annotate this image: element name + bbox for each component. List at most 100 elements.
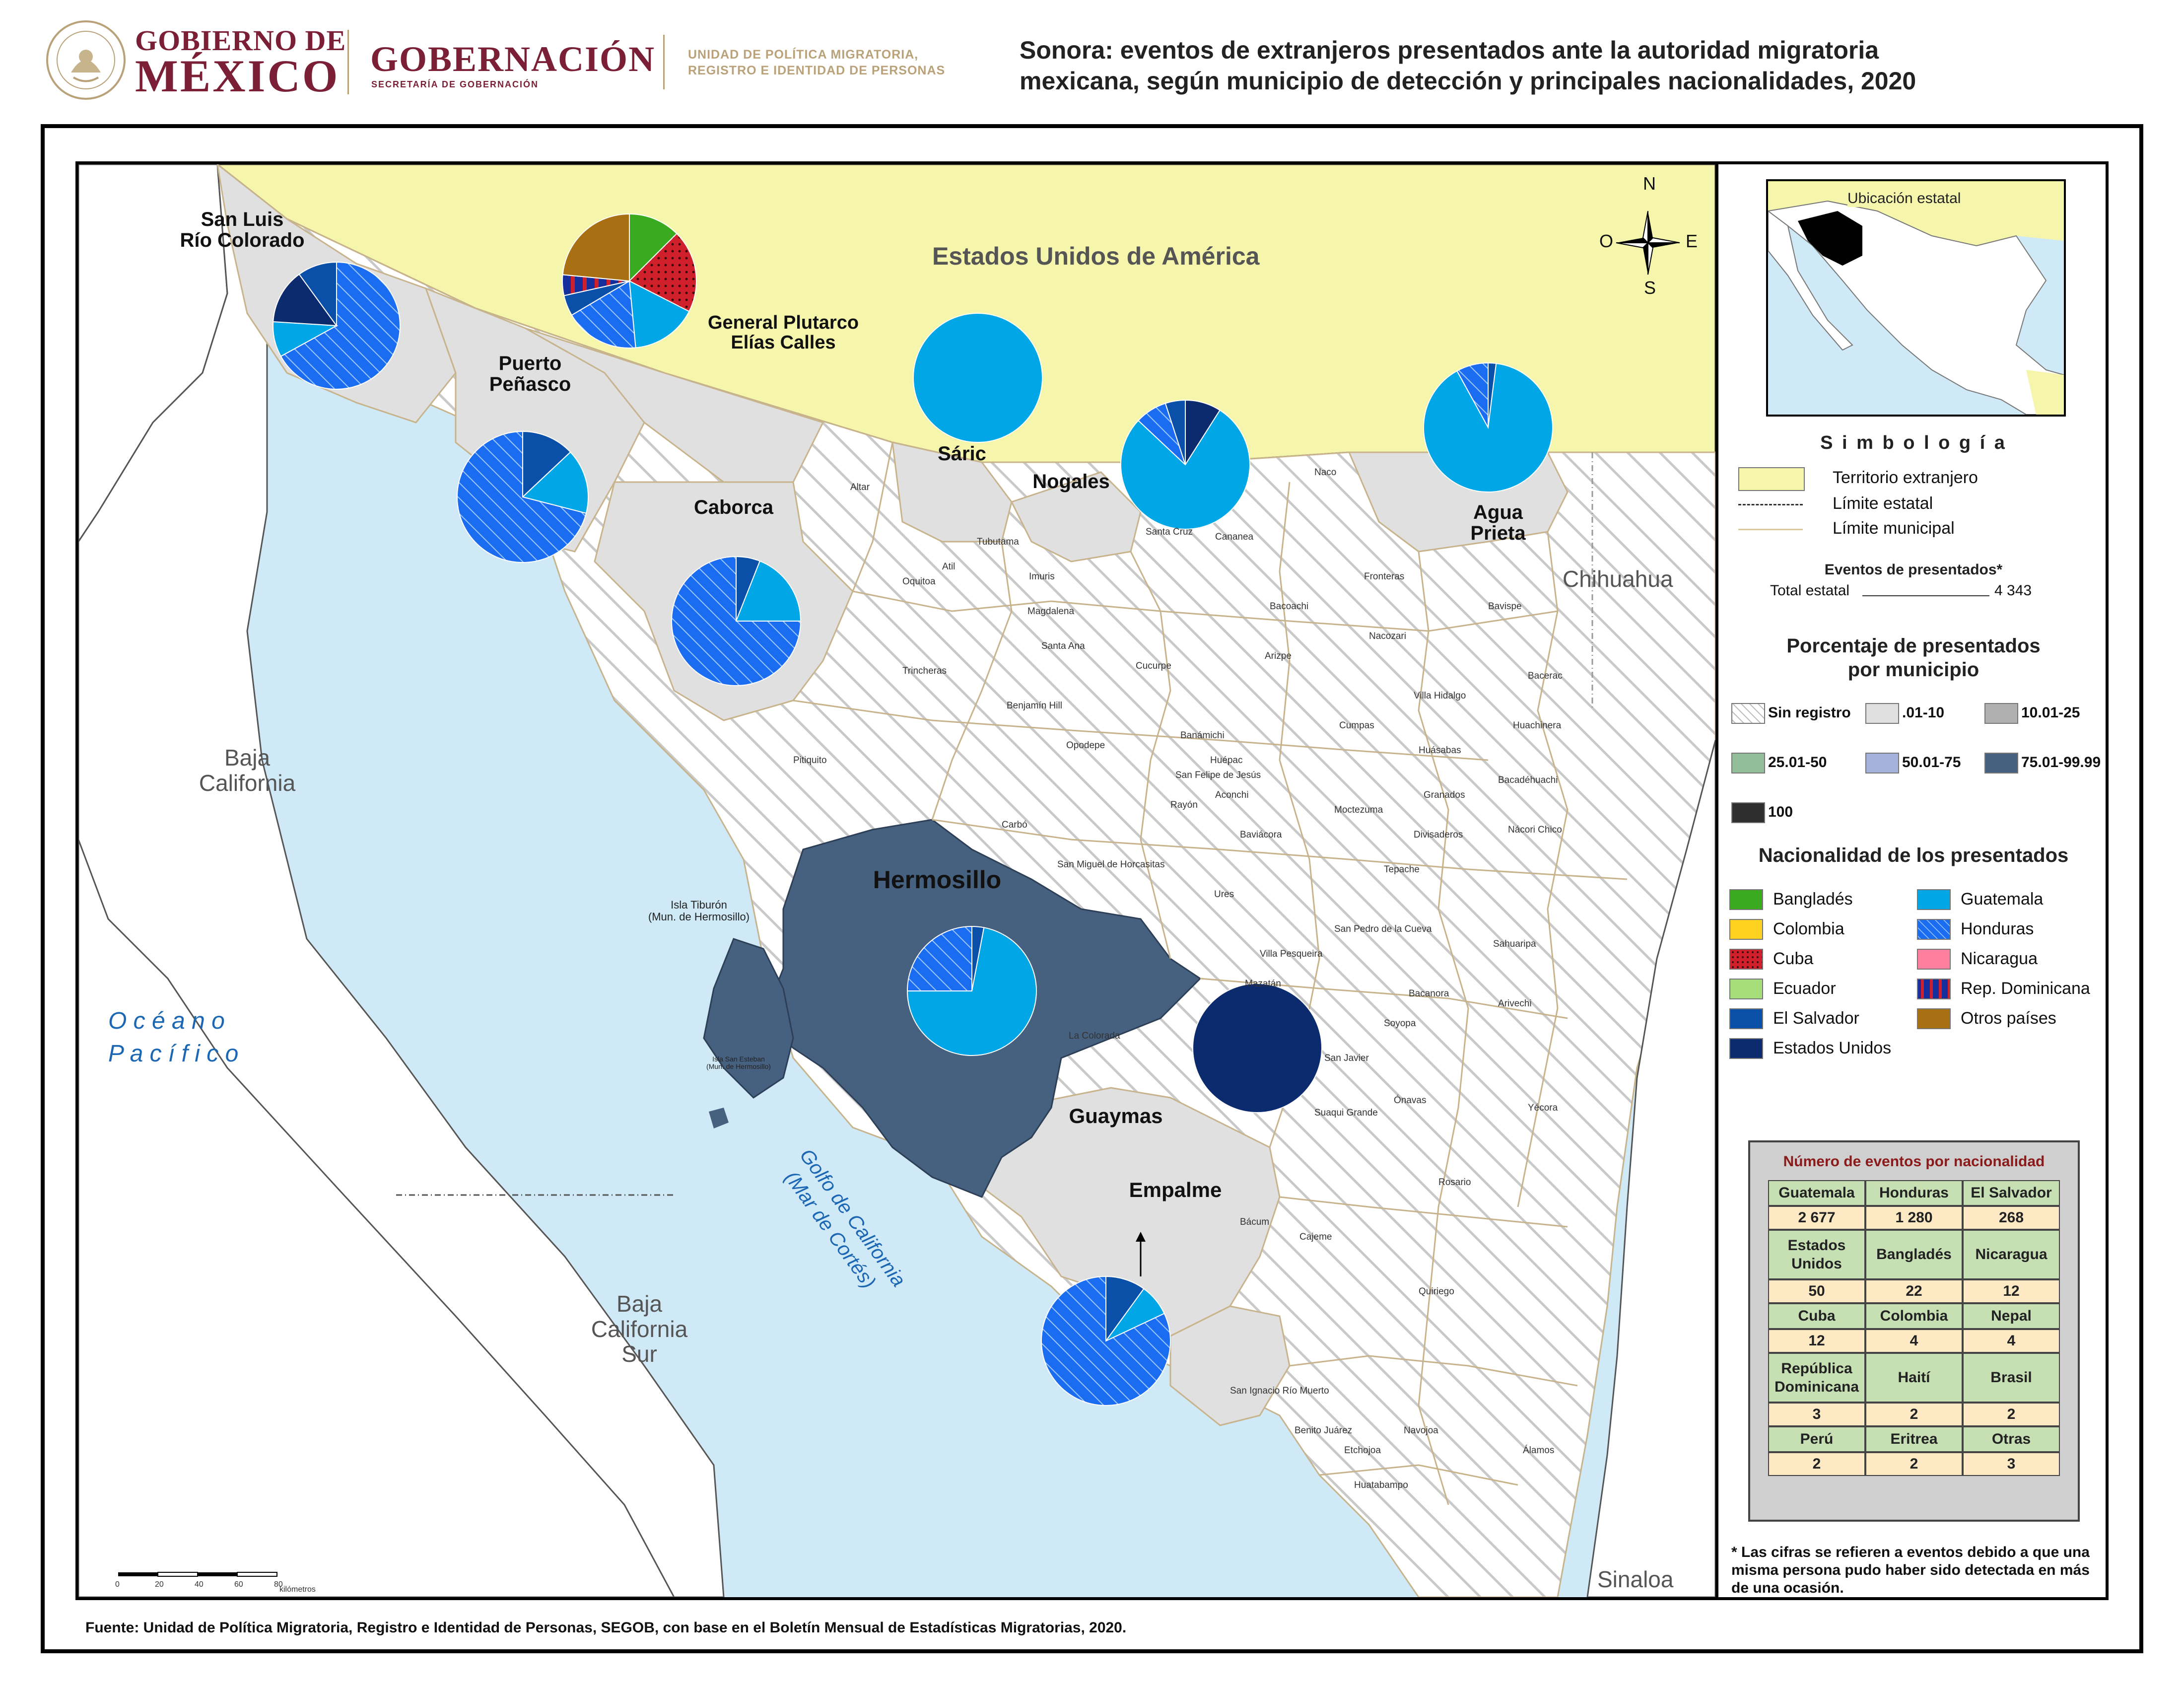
municipality-label: Yécora xyxy=(1528,1103,1558,1113)
inset-title: Ubicación estatal xyxy=(1847,190,1961,207)
header: GOBIERNO DE MÉXICO GOBERNACIÓN SECRETARÍ… xyxy=(0,0,2184,119)
municipality-label: Baviácora xyxy=(1240,830,1282,840)
table-nationality-cell: Honduras xyxy=(1865,1180,1963,1206)
gobierno-de-label: GOBIERNO DE xyxy=(135,24,346,57)
municipality-label: Granados xyxy=(1424,790,1465,800)
east-border xyxy=(1586,740,1715,1597)
municipality-label: San Javier xyxy=(1324,1053,1369,1063)
gobernacion-label: GOBERNACIÓN xyxy=(370,39,656,79)
swatch-limite-municipal xyxy=(1738,529,1803,530)
pct-swatch-3 xyxy=(1731,753,1765,774)
inset-map: Ubicación estatal xyxy=(1766,179,2066,417)
municipality-label: Suaqui Grande xyxy=(1314,1108,1378,1118)
table-value-cell: 268 xyxy=(1963,1206,2060,1230)
table-nationality-cell: Cuba xyxy=(1768,1303,1865,1329)
label-empalme: Empalme xyxy=(1129,1178,1222,1201)
pie-puerto-peñasco xyxy=(457,430,589,563)
total-leader-line xyxy=(1862,595,1989,596)
nat-label-guatemala: Guatemala xyxy=(1961,890,2044,909)
municipality-label: Banámichi xyxy=(1180,730,1225,741)
pct-swatch-4 xyxy=(1865,753,1899,774)
municipality-label: Moctezuma xyxy=(1334,805,1383,815)
footnote: * Las cifras se refieren a eventos debid… xyxy=(1731,1544,2090,1596)
coat-of-arms-seal xyxy=(46,20,126,100)
table-nationality-cell: Nicaragua xyxy=(1963,1230,2060,1279)
unidad-line-1: UNIDAD DE POLÍTICA MIGRATORIA, xyxy=(688,48,919,62)
nat-label-estados-unidos: Estados Unidos xyxy=(1773,1039,1892,1057)
municipality-label: San Pedro de la Cueva xyxy=(1334,924,1432,934)
header-divider xyxy=(347,30,349,94)
municipality-label: Divisaderos xyxy=(1414,830,1463,840)
pie-slice-guatemala xyxy=(906,927,1037,1056)
municipality-label: Carbó xyxy=(1002,820,1027,830)
table-nationality-cell: Perú xyxy=(1768,1426,1865,1452)
total-estatal-label: Total estatal xyxy=(1770,582,1850,599)
pie-slice-cuba xyxy=(628,233,697,312)
nat-swatch-el-salvador xyxy=(1729,1008,1763,1029)
map-title-line-2: mexicana, según municipio de detección y… xyxy=(1020,67,1916,95)
municipality-label: Álamos xyxy=(1523,1445,1555,1456)
pie-slice-guatemala xyxy=(1120,409,1250,530)
label-saric: Sáric xyxy=(938,443,986,465)
pie-slice-guatemala xyxy=(521,451,589,514)
pie-slice-honduras xyxy=(280,261,401,390)
pie-slice-honduras xyxy=(571,280,636,349)
compass-n: N xyxy=(1643,173,1656,194)
pct-swatch-5 xyxy=(1984,753,2018,774)
nat-swatch-honduras xyxy=(1917,919,1951,940)
isla-tiburon xyxy=(703,938,794,1099)
compass-s: S xyxy=(1644,278,1656,298)
municipality-label: Ónavas xyxy=(1394,1095,1427,1106)
table-value-cell: 4 xyxy=(1963,1329,2060,1353)
nacionalidad-heading: Nacionalidad de los presentados xyxy=(1758,844,2069,866)
scale-tick: 20 xyxy=(155,1580,164,1589)
label-caborca: Caborca xyxy=(693,496,774,518)
secretaria-label: SECRETARÍA DE GOBERNACIÓN xyxy=(371,79,539,89)
municipality-label: Huépac xyxy=(1210,755,1243,766)
pie-guaymas xyxy=(1192,983,1322,1113)
nat-label-ecuador: Ecuador xyxy=(1773,979,1836,998)
compass-e: E xyxy=(1686,231,1698,251)
municipality-label: Imuris xyxy=(1029,571,1055,582)
table-nationality-cell: Nepal xyxy=(1963,1303,2060,1329)
label-guaymas: Guaymas xyxy=(1069,1104,1163,1127)
table-value-cell: 22 xyxy=(1865,1279,1963,1303)
pie-slice-guatemala xyxy=(628,280,690,349)
municipality-label: Oquitoa xyxy=(902,576,936,587)
table-nationality-cell: Eritrea xyxy=(1865,1426,1963,1452)
table-nationality-cell: República Dominicana xyxy=(1768,1353,1865,1403)
scale-bar xyxy=(118,1572,277,1577)
municipality-label: Atil xyxy=(942,562,956,572)
chihuahua-label: Chihuahua xyxy=(1563,566,1673,592)
pct-label-1: .01-10 xyxy=(1902,704,1945,721)
municipality-label: Bácum xyxy=(1240,1217,1270,1227)
municipality-label: Santa Ana xyxy=(1041,641,1085,651)
table-value-cell: 12 xyxy=(1768,1329,1865,1353)
pct-label-0: Sin registro xyxy=(1768,704,1851,721)
nat-swatch-estados-unidos xyxy=(1729,1038,1763,1059)
nat-label-honduras: Honduras xyxy=(1961,919,2034,938)
nat-swatch-bangladesh xyxy=(1729,889,1763,910)
municipality-label: Tepache xyxy=(1384,864,1420,875)
table-nationality-cell: Estados Unidos xyxy=(1768,1230,1865,1279)
pct-label-2: 10.01-25 xyxy=(2021,704,2080,721)
pct-swatch-1 xyxy=(1865,703,1899,724)
municipality-label: Quiriego xyxy=(1419,1286,1454,1297)
table-value-cell: 2 xyxy=(1865,1403,1963,1426)
baja-peninsula-land xyxy=(78,164,725,1597)
municipality-label: Altar xyxy=(850,482,870,492)
municipality-label: Nácori Chico xyxy=(1508,825,1562,835)
swatch-limite-estatal xyxy=(1738,504,1803,505)
municipality-label: Bacerac xyxy=(1528,671,1563,681)
inset-map-drawing xyxy=(1768,181,2064,415)
table-value-cell: 2 xyxy=(1768,1452,1865,1476)
municipality-label: Arivechi xyxy=(1498,998,1532,1009)
pie-nogales xyxy=(1120,399,1250,530)
municipality-label: Mazatán xyxy=(1245,979,1281,989)
municipality-label: Benito Juárez xyxy=(1295,1425,1353,1436)
municipality-label: Huachinera xyxy=(1513,720,1562,731)
pie-charts-layer xyxy=(273,213,1553,1406)
municipality-label: Etchojoa xyxy=(1344,1445,1381,1456)
source-note: Fuente: Unidad de Política Migratoria, R… xyxy=(85,1619,1127,1636)
pie-slice-guatemala xyxy=(913,313,1043,443)
